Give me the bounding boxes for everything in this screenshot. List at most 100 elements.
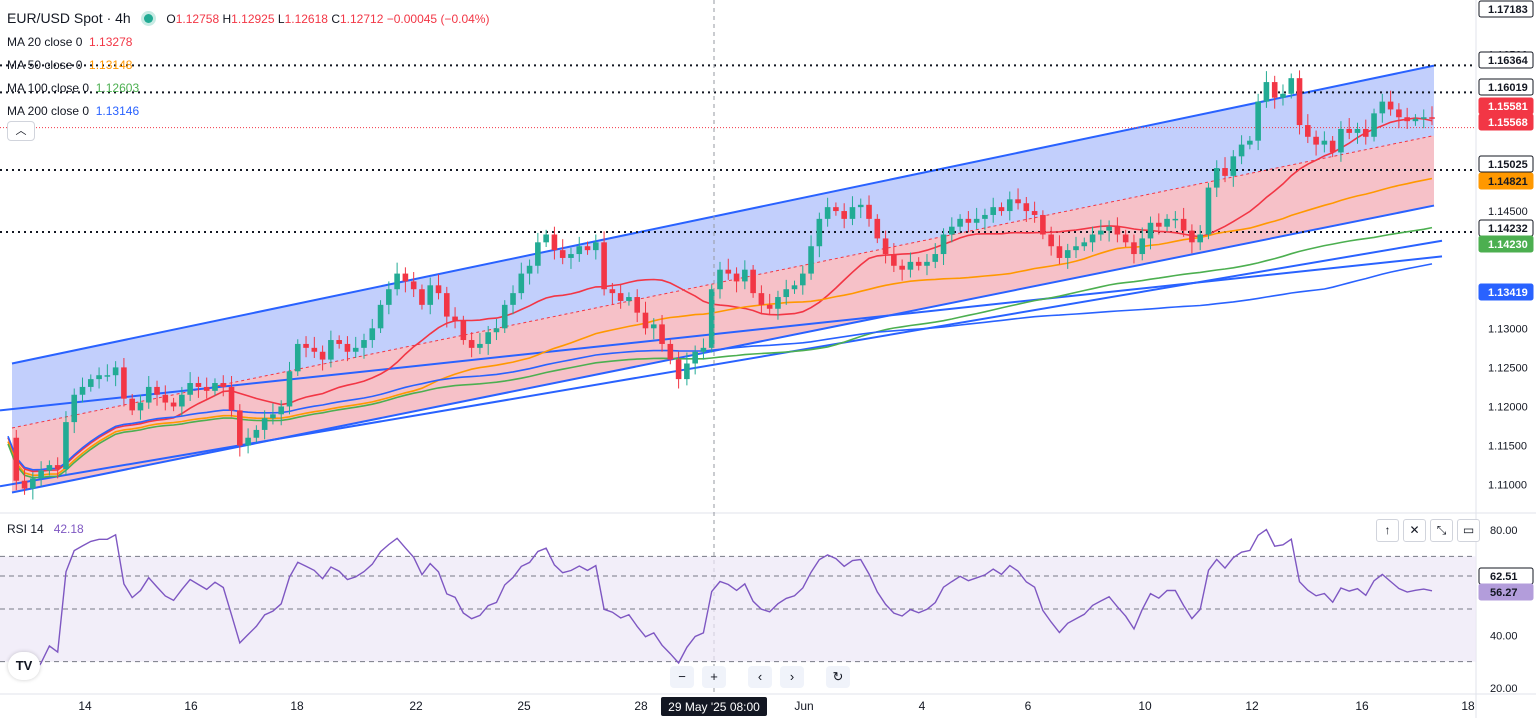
scroll-left-button[interactable]: ‹ <box>748 666 772 688</box>
price-badge-text: 1.13419 <box>1488 287 1528 299</box>
price-badge-text: 1.16019 <box>1488 82 1528 94</box>
candle-body <box>841 211 847 219</box>
rsi-badge: 62.51 <box>1478 567 1534 585</box>
candle-body <box>1048 234 1054 247</box>
candle <box>270 403 276 425</box>
collapse-legend-button[interactable]: ︿ <box>7 121 35 141</box>
candle <box>866 195 872 227</box>
candle <box>1280 84 1286 106</box>
candle-body <box>1412 118 1419 122</box>
candle <box>626 292 632 306</box>
zoom-in-button[interactable]: + <box>702 666 726 688</box>
candle-body <box>775 297 781 309</box>
candle-body <box>940 234 947 255</box>
candle-body <box>667 343 674 360</box>
time-tick-label: 6 <box>1025 699 1032 713</box>
candle-body <box>1164 218 1170 227</box>
candle-body <box>915 261 922 266</box>
candle-body <box>1147 222 1154 239</box>
candle <box>311 336 318 359</box>
reset-chart-button[interactable]: ↻ <box>826 666 850 688</box>
candle-body <box>833 207 839 212</box>
candle <box>700 338 707 360</box>
time-tick-label: 18 <box>1461 699 1475 713</box>
ma-100-line <box>7 226 1433 479</box>
ma-200-row[interactable]: MA 200 close 0 1.13146 <box>7 100 489 123</box>
candle-body <box>104 375 111 377</box>
price-tick-label: 1.13000 <box>1488 323 1528 335</box>
candle-body <box>485 332 491 344</box>
candle <box>13 429 20 491</box>
candle-body <box>626 297 632 301</box>
candle-body <box>1288 78 1295 94</box>
candle-body <box>71 394 78 423</box>
candle-body <box>717 269 723 290</box>
rsi-legend: RSI 14 42.18 <box>7 522 84 536</box>
collapse-pane-icon[interactable]: ⤡ <box>1430 519 1453 542</box>
candle <box>435 274 442 300</box>
candle <box>642 301 649 335</box>
candle-body <box>1081 242 1088 247</box>
candle-body <box>477 343 483 348</box>
symbol-title[interactable]: EUR/USD Spot · 4h <box>7 10 131 26</box>
close-pane-icon[interactable]: ✕ <box>1403 519 1426 542</box>
candle <box>46 460 53 476</box>
candle-body <box>1420 117 1427 119</box>
market-status-icon <box>144 14 154 24</box>
candle <box>617 283 624 309</box>
candle <box>419 284 425 310</box>
candle <box>344 336 351 362</box>
candle <box>684 352 690 386</box>
candle-body <box>21 480 28 489</box>
candle-body <box>1247 140 1253 145</box>
candle-body <box>1122 234 1129 243</box>
candle <box>949 217 955 243</box>
candle-body <box>1230 156 1237 176</box>
price-tick-label: 1.14500 <box>1488 206 1528 218</box>
candle <box>361 333 367 359</box>
time-tick-label: 16 <box>1355 699 1369 713</box>
candle <box>1172 211 1179 229</box>
candle-body <box>1379 101 1386 114</box>
candle <box>559 239 566 265</box>
candle <box>96 367 102 389</box>
candle-body <box>63 422 69 470</box>
ma-50-row[interactable]: MA 50 close 0 1.13148 <box>7 54 489 77</box>
ma-100-row[interactable]: MA 100 close 0 1.12603 <box>7 77 489 100</box>
candle <box>294 339 301 376</box>
candle <box>1064 243 1071 269</box>
candle <box>319 345 326 371</box>
candle-body <box>394 273 400 290</box>
price-badge: 1.13419 <box>1478 283 1534 301</box>
candle <box>278 400 285 426</box>
tradingview-logo-icon[interactable]: TV <box>8 652 40 680</box>
candle-body <box>386 289 392 305</box>
candle <box>824 197 831 227</box>
candle-body <box>294 343 301 372</box>
candle-body <box>617 293 624 301</box>
candle-body <box>1255 101 1261 141</box>
candle-body <box>162 394 169 403</box>
candle-body <box>957 218 963 227</box>
candle-body <box>1197 234 1203 243</box>
candle-body <box>352 347 359 352</box>
candle-body <box>452 316 458 321</box>
ma-20-row[interactable]: MA 20 close 0 1.13278 <box>7 31 489 54</box>
price-badge: 1.16364 <box>1478 51 1534 69</box>
candle <box>601 231 607 296</box>
maximize-pane-icon[interactable]: ▭ <box>1457 519 1480 542</box>
candle <box>568 247 574 269</box>
ohlc-h-label: H <box>222 12 232 26</box>
candle <box>717 261 723 299</box>
zoom-out-button[interactable]: − <box>670 666 694 688</box>
candle <box>1271 75 1278 109</box>
price-badge-bg <box>1478 155 1534 173</box>
candle <box>1429 106 1435 126</box>
move-pane-up-icon[interactable]: ↑ <box>1376 519 1399 542</box>
candle <box>808 235 814 280</box>
symbol-row: EUR/USD Spot · 4h O1.12758 H1.12925 L1.1… <box>7 7 489 31</box>
candle-body <box>1321 140 1328 145</box>
candle <box>121 358 127 407</box>
scroll-right-button[interactable]: › <box>780 666 804 688</box>
